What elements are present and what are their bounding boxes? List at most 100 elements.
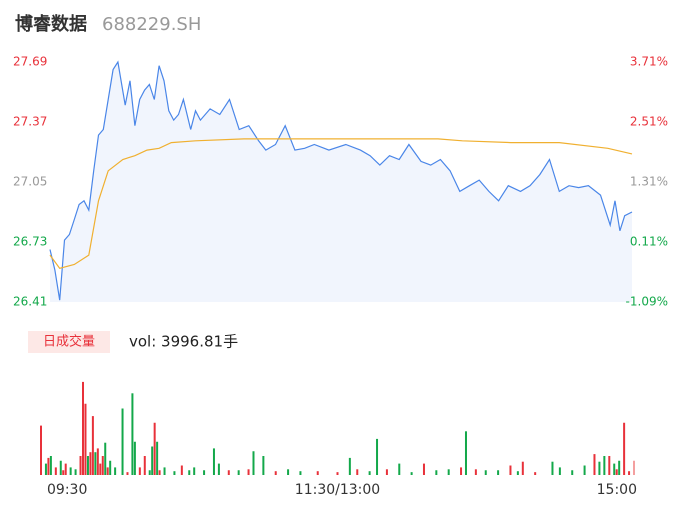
volume-bar	[126, 472, 129, 475]
y-tick-label: 26.73	[13, 235, 47, 249]
y2-tick-label: 3.71%	[630, 55, 668, 69]
volume-bar	[227, 470, 230, 475]
volume-bar	[62, 470, 65, 475]
volume-bar	[84, 403, 87, 475]
volume-bar	[106, 467, 109, 475]
volume-bar	[121, 408, 124, 475]
volume-bar	[74, 469, 77, 475]
volume-bar	[299, 471, 302, 475]
volume-bar	[447, 469, 450, 475]
average-line	[49, 138, 633, 269]
volume-bar	[593, 454, 596, 475]
volume-bar	[623, 422, 626, 475]
stock-name: 博睿数据	[15, 13, 87, 35]
volume-bar	[516, 471, 519, 475]
volume-bar	[237, 470, 240, 475]
volume-bar	[79, 456, 82, 475]
volume-bar	[153, 422, 156, 475]
volume-bar	[163, 467, 166, 475]
volume-bar	[133, 441, 136, 475]
volume-bar	[217, 463, 220, 475]
volume-bar	[148, 470, 151, 475]
volume-bar	[173, 471, 176, 475]
volume-bar	[49, 456, 52, 475]
volume-bar	[368, 471, 371, 475]
volume-bar	[40, 425, 42, 475]
volume-bar	[188, 470, 191, 475]
y-tick-label: 27.05	[13, 175, 47, 189]
volume-bar	[628, 471, 631, 475]
y2-tick-label: 1.31%	[630, 175, 668, 189]
volume-bar	[274, 471, 277, 475]
volume-bar	[613, 463, 616, 475]
x-tick-label: 15:00	[597, 482, 637, 498]
volume-bar	[398, 463, 401, 475]
volume-bar	[583, 465, 586, 475]
volume-bar	[64, 463, 67, 475]
volume-bar	[82, 381, 85, 475]
volume-bar	[59, 460, 62, 475]
volume-bar	[558, 467, 561, 475]
volume-bar	[534, 472, 537, 475]
volume-bar	[151, 446, 154, 475]
volume-bar	[101, 456, 104, 475]
volume-bar	[44, 463, 47, 475]
y2-tick-label: 2.51%	[630, 115, 668, 129]
volume-bar	[551, 461, 554, 475]
volume-bar	[54, 467, 57, 475]
volume-bar	[348, 457, 351, 475]
y-tick-label: 27.69	[13, 55, 47, 69]
volume-bar	[410, 472, 413, 475]
volume-bar	[376, 438, 379, 475]
volume-bar	[69, 467, 72, 475]
y2-tick-label: -1.09%	[626, 295, 668, 309]
volume-bar	[633, 460, 635, 475]
volume-title: 日成交量	[43, 334, 95, 350]
volume-bar	[474, 469, 477, 475]
volume-bar	[497, 470, 500, 475]
volume-bar	[91, 416, 94, 475]
volume-bar	[156, 441, 159, 475]
volume-bar	[131, 393, 134, 475]
volume-bar	[86, 456, 89, 475]
volume-bar	[385, 469, 388, 475]
volume-bar	[262, 456, 265, 475]
volume-bar	[89, 452, 92, 475]
volume-bar	[571, 470, 574, 475]
volume-bar	[252, 451, 255, 475]
volume-bar	[356, 469, 359, 475]
y2-tick-label: 0.11%	[630, 235, 668, 249]
volume-bar	[422, 463, 425, 475]
volume-bar	[608, 456, 611, 475]
volume-bar	[336, 472, 339, 475]
y-tick-label: 26.41	[13, 295, 47, 309]
volume-bar	[193, 467, 196, 475]
volume-info: vol: 3996.81手	[129, 333, 238, 351]
stock-code: 688229.SH	[102, 14, 201, 35]
volume-bar	[99, 463, 102, 475]
x-tick-label: 09:30	[47, 482, 87, 498]
volume-bar	[484, 470, 487, 475]
volume-bar	[615, 469, 618, 475]
volume-bar	[158, 470, 161, 475]
volume-bar	[138, 467, 141, 475]
volume-bar	[180, 465, 183, 475]
volume-bar	[603, 456, 606, 475]
price-line	[49, 60, 633, 301]
volume-bar	[94, 452, 97, 475]
volume-bar	[435, 470, 438, 475]
volume-bar	[618, 460, 621, 475]
volume-bar	[47, 457, 50, 475]
price-area	[50, 62, 632, 302]
volume-bar	[464, 431, 467, 475]
volume-bar	[143, 456, 146, 475]
volume-bar	[598, 461, 601, 475]
volume-tag-bg	[28, 331, 110, 353]
y-tick-label: 27.37	[13, 115, 47, 129]
volume-bar	[203, 470, 206, 475]
volume-bar	[287, 469, 290, 475]
volume-bar	[114, 467, 117, 475]
volume-bar	[509, 465, 512, 475]
volume-bar	[96, 448, 99, 475]
